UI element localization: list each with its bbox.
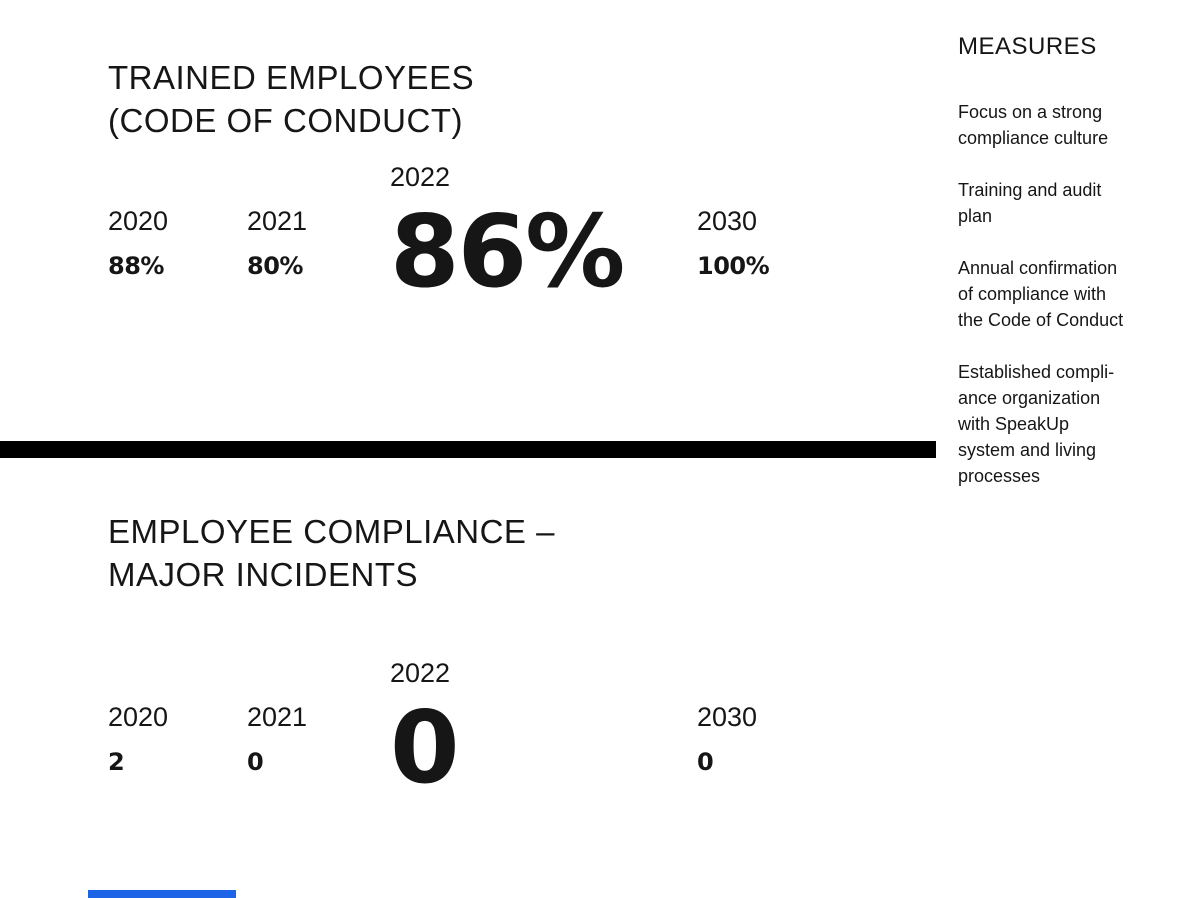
stat-year: 2020 bbox=[108, 702, 169, 732]
stat-value: 100% bbox=[697, 252, 770, 280]
stat-2020-incidents: 2020 2 bbox=[108, 700, 168, 779]
footer-accent-bar bbox=[88, 890, 236, 898]
stat-value: 88% bbox=[108, 252, 164, 280]
stat-value: 2 bbox=[108, 748, 125, 776]
stat-2021-incidents: 2021 0 bbox=[247, 700, 307, 779]
measure-item: Established compli- ance organization wi… bbox=[958, 362, 1115, 486]
stat-year: 2030 bbox=[697, 702, 758, 732]
stat-value: 0 bbox=[247, 748, 264, 776]
stat-2022-incidents-highlight: 2022 0 bbox=[390, 656, 460, 806]
measures-heading: MEASURES bbox=[958, 33, 1097, 60]
stat-year: 2021 bbox=[247, 702, 308, 732]
stat-2030-trained-target: 2030 100% bbox=[697, 204, 770, 283]
stat-2020-trained: 2020 88% bbox=[108, 204, 168, 283]
stat-year: 2020 bbox=[108, 206, 169, 236]
stat-value-highlight: 86% bbox=[390, 193, 625, 310]
measure-item: Annual confirmation of compliance with t… bbox=[958, 258, 1124, 330]
measure-item: Focus on a strong compliance culture bbox=[958, 102, 1109, 148]
stat-value: 0 bbox=[697, 748, 714, 776]
section-title-major-incidents: EMPLOYEE COMPLIANCE – MAJOR INCIDENTS bbox=[108, 513, 555, 594]
stat-2022-trained-highlight: 2022 86% bbox=[390, 160, 625, 310]
stat-year: 2022 bbox=[390, 162, 451, 192]
section-divider bbox=[0, 441, 936, 458]
section-title-trained-employees: TRAINED EMPLOYEES (CODE OF CONDUCT) bbox=[108, 59, 475, 140]
stat-2030-incidents-target: 2030 0 bbox=[697, 700, 757, 779]
measures-sidebar: MEASURES Focus on a strong compliance cu… bbox=[958, 33, 1173, 515]
stat-2021-trained: 2021 80% bbox=[247, 204, 307, 283]
stat-year: 2022 bbox=[390, 658, 451, 688]
stat-value-highlight: 0 bbox=[390, 689, 460, 806]
measure-item: Training and audit plan bbox=[958, 180, 1102, 226]
stat-year: 2030 bbox=[697, 206, 758, 236]
stat-year: 2021 bbox=[247, 206, 308, 236]
stat-value: 80% bbox=[247, 252, 303, 280]
